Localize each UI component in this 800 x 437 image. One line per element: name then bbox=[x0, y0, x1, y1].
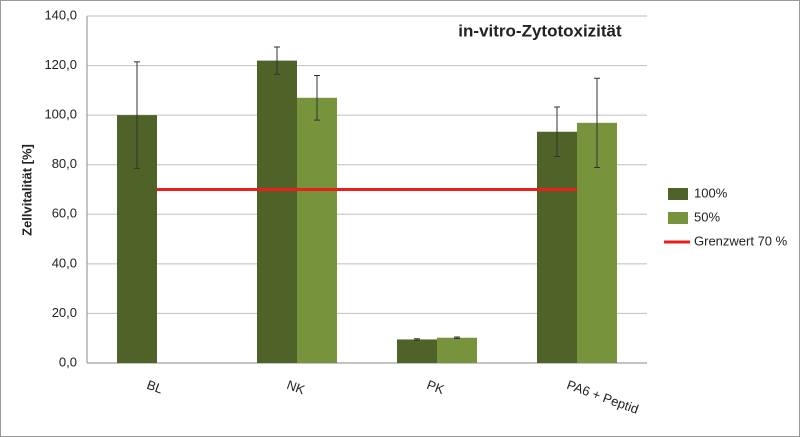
error-bar bbox=[454, 336, 460, 339]
bar bbox=[437, 337, 477, 363]
error-bar bbox=[134, 61, 140, 169]
bar bbox=[537, 131, 577, 363]
y-tick-label: 80,0 bbox=[52, 156, 77, 171]
y-tick-label: 120,0 bbox=[44, 57, 77, 72]
y-tick-label: 0,0 bbox=[59, 354, 77, 369]
chart-title: in-vitro-Zytotoxizität bbox=[458, 21, 622, 40]
y-tick-label: 20,0 bbox=[52, 305, 77, 320]
y-tick-label: 100,0 bbox=[44, 107, 77, 122]
y-tick-label: 140,0 bbox=[44, 7, 77, 22]
bar bbox=[397, 339, 437, 363]
bar bbox=[257, 60, 297, 363]
legend-swatch bbox=[668, 212, 688, 224]
x-tick-label: BL bbox=[145, 377, 165, 397]
error-bar bbox=[314, 74, 320, 121]
error-bar bbox=[414, 338, 420, 341]
legend-swatch bbox=[668, 188, 688, 200]
y-tick-label: 60,0 bbox=[52, 206, 77, 221]
y-axis-label: Zellvitalität [%] bbox=[19, 144, 34, 236]
legend-label: Grenzwert 70 % bbox=[694, 233, 788, 248]
y-tick-label: 40,0 bbox=[52, 255, 77, 270]
x-tick-label: PK bbox=[425, 377, 447, 397]
legend-label: 100% bbox=[694, 185, 728, 200]
bar bbox=[297, 97, 337, 364]
error-bar bbox=[594, 77, 600, 168]
x-tick-label: NK bbox=[285, 377, 307, 397]
error-bar bbox=[274, 46, 280, 75]
error-bar bbox=[554, 106, 560, 158]
legend-label: 50% bbox=[694, 209, 720, 224]
